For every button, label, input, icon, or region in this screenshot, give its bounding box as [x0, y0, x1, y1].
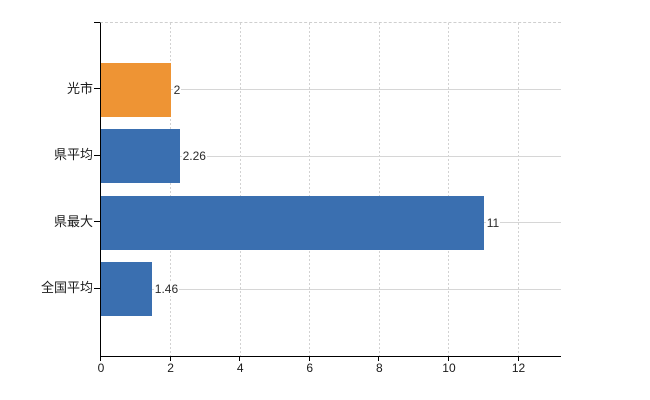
bar-県平均	[101, 129, 180, 184]
bar-value-label: 2	[172, 82, 182, 97]
x-tick-label-12: 12	[511, 361, 526, 375]
vertical-gridline	[170, 23, 172, 356]
x-axis-tick-mark	[378, 356, 380, 361]
x-axis-tick-mark	[169, 356, 171, 361]
horizontal-gridline	[101, 288, 561, 290]
bar-光市	[101, 62, 171, 117]
bar-県最大	[101, 195, 484, 250]
x-axis-tick-mark	[517, 356, 519, 361]
x-tick-label-8: 8	[376, 361, 383, 375]
bar-value-label: 2.26	[181, 149, 207, 164]
vertical-gridline	[518, 23, 520, 356]
x-axis-tick-mark	[239, 356, 241, 361]
category-label-光市: 光市	[66, 80, 93, 96]
category-label-全国平均: 全国平均	[40, 280, 93, 296]
x-tick-label-4: 4	[236, 361, 244, 375]
x-axis-tick-mark	[447, 356, 449, 361]
x-tick-label-0: 0	[97, 361, 105, 375]
y-axis-tick-mark	[94, 88, 100, 90]
horizontal-gridline	[101, 89, 561, 91]
x-tick-label-10: 10	[442, 361, 456, 375]
x-tick-label-6: 6	[306, 361, 314, 375]
vertical-gridline	[309, 23, 311, 356]
y-axis-tick-mark	[94, 287, 100, 289]
y-axis-tick-mark	[94, 154, 100, 156]
vertical-gridline	[448, 23, 450, 356]
x-axis-tick-mark	[100, 356, 101, 361]
y-axis-top-tick-mark	[94, 22, 100, 23]
bar-全国平均	[101, 262, 152, 317]
x-axis-tick-mark	[308, 356, 310, 361]
vertical-gridline	[378, 23, 380, 356]
plot-area: 2 2.26 11 1.46	[100, 22, 561, 357]
vertical-gridline	[239, 23, 241, 356]
horizontal-gridline	[101, 155, 561, 157]
bar-value-label: 1.46	[153, 282, 180, 297]
bar-value-label: 11	[485, 215, 501, 230]
category-label-県平均: 県平均	[53, 147, 93, 163]
category-label-県最大: 県最大	[53, 213, 93, 229]
x-tick-label-2: 2	[167, 361, 174, 375]
y-axis-tick-mark	[94, 221, 100, 223]
